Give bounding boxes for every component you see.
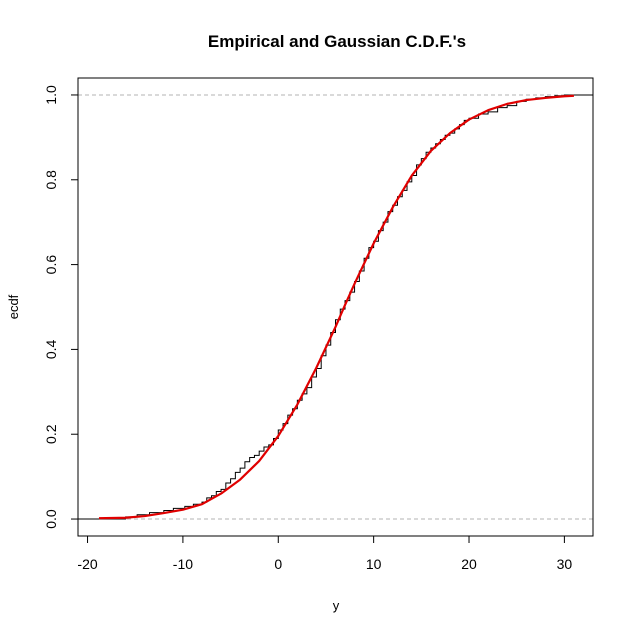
y-tick-label-5: 1.0 <box>43 85 59 105</box>
x-tick-label-4: 20 <box>461 556 477 572</box>
x-tick-label-3: 10 <box>366 556 382 572</box>
chart-title: Empirical and Gaussian C.D.F.'s <box>208 32 466 51</box>
reference-lines <box>78 94 593 520</box>
x-tick-label-1: -10 <box>173 556 193 572</box>
x-axis-label: y <box>333 598 340 613</box>
series-layer <box>78 94 593 520</box>
y-tick-label-0: 0.0 <box>43 509 59 529</box>
y-tick-label-3: 0.6 <box>43 255 59 275</box>
y-axis-label: ecdf <box>6 294 21 319</box>
plot-frame <box>77 77 594 537</box>
series-ecdf-step-line <box>78 94 593 520</box>
x-tick-label-5: 30 <box>557 556 573 572</box>
y-axis: 0.0 0.2 0.4 0.6 0.8 1.0 <box>43 85 79 529</box>
y-tick-label-1: 0.2 <box>43 424 59 444</box>
x-axis: -20 -10 0 10 20 30 <box>77 535 573 572</box>
y-tick-label-4: 0.8 <box>43 170 59 190</box>
x-tick-label-0: -20 <box>77 556 97 572</box>
series-gaussian-cdf-line <box>98 94 574 520</box>
y-tick-label-2: 0.4 <box>43 339 59 359</box>
x-tick-label-2: 0 <box>274 556 282 572</box>
